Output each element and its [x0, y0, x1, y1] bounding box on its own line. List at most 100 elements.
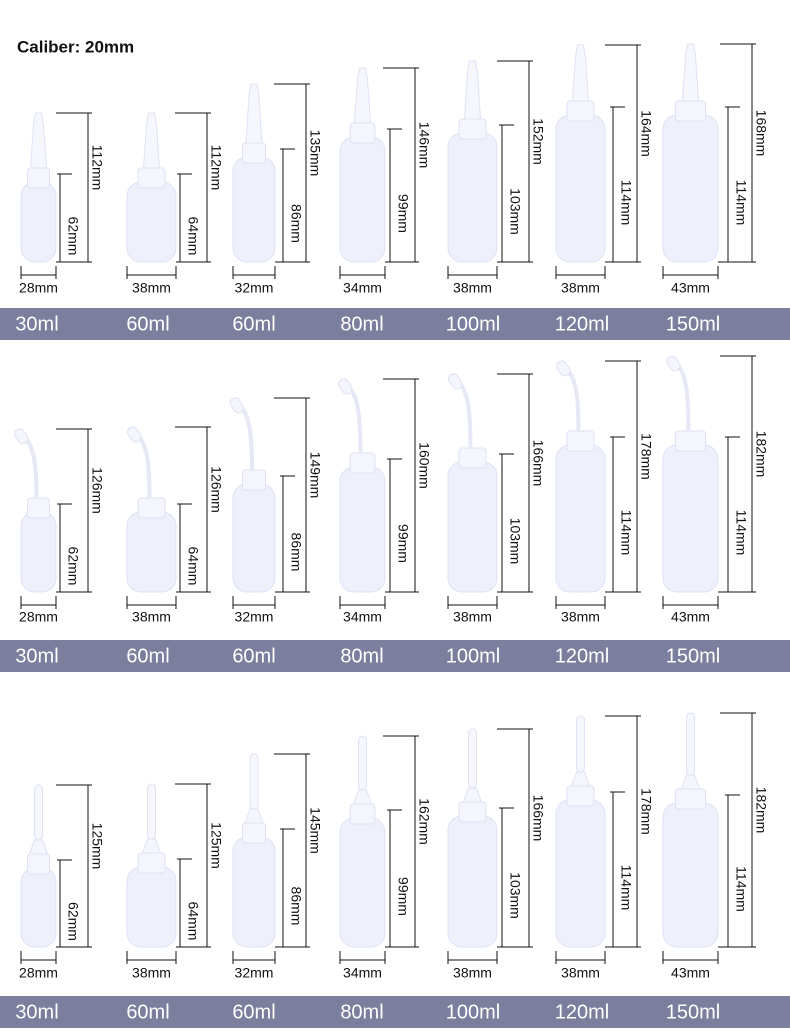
bottle-cap	[137, 852, 166, 874]
body-height: 86mm	[288, 204, 304, 243]
bottle-tube	[458, 382, 473, 449]
bottle-tube	[240, 406, 254, 471]
bottle-nozzle	[249, 753, 259, 810]
bottle-cap	[674, 788, 707, 810]
volume: 60ml	[126, 1001, 169, 1023]
bottle-width: 43mm	[671, 609, 710, 625]
total-height: 178mm	[638, 433, 654, 480]
body-height: 114mm	[618, 510, 634, 556]
bottle-body	[447, 815, 498, 948]
volume: 30ml	[15, 313, 58, 335]
volume: 60ml	[232, 313, 275, 335]
bottle-width: 28mm	[19, 965, 58, 981]
bottle-cap	[241, 469, 267, 491]
bottle-spout	[29, 112, 48, 169]
body-height: 103mm	[507, 872, 523, 919]
volume: 120ml	[555, 1001, 609, 1023]
total-height: 168mm	[753, 110, 769, 157]
bottle-cap	[566, 430, 595, 452]
bottle-cap	[674, 430, 707, 452]
bottle-cap	[458, 801, 487, 823]
bottle-body	[662, 802, 719, 948]
bottle-width: 38mm	[561, 965, 600, 981]
body-height: 62mm	[65, 902, 81, 941]
volume: 100ml	[446, 1001, 500, 1023]
volume-band	[0, 640, 790, 672]
total-height: 178mm	[638, 788, 654, 835]
bottle	[662, 43, 719, 263]
body-height: 62mm	[65, 217, 81, 256]
body-height: 114mm	[733, 180, 749, 226]
bottle-cap	[566, 100, 595, 122]
bottle-tip	[229, 397, 245, 414]
bottle-cap	[137, 167, 166, 189]
bottle	[232, 83, 276, 263]
bottle	[338, 378, 386, 593]
bottle-neck	[28, 839, 49, 855]
bottle	[447, 373, 498, 593]
bottle-cap	[566, 785, 595, 807]
bottle-tip	[338, 378, 353, 395]
bottle	[126, 783, 177, 948]
bottle-cap	[27, 167, 50, 189]
volume: 80ml	[340, 645, 383, 667]
bottle-width: 28mm	[19, 280, 58, 296]
bottle-spout	[571, 44, 590, 102]
volume: 30ml	[15, 1001, 58, 1023]
bottle-neck	[462, 787, 483, 803]
bottle-width: 28mm	[19, 609, 58, 625]
bottle-tip	[127, 426, 142, 443]
total-height: 112mm	[208, 145, 224, 191]
total-height: 125mm	[89, 823, 105, 870]
bottle-tube	[348, 387, 363, 454]
bottle-body	[447, 132, 498, 263]
total-height: 152mm	[530, 118, 546, 165]
bottle-width: 38mm	[561, 609, 600, 625]
bottle-body	[126, 181, 177, 263]
bottle-nozzle	[576, 715, 585, 773]
bottle-body	[555, 444, 606, 593]
bottle-body	[662, 114, 719, 263]
total-height: 160mm	[416, 442, 432, 489]
bottle-body	[20, 867, 57, 948]
bottle-body	[20, 511, 57, 593]
bottle	[447, 60, 498, 263]
bottle-cap	[349, 452, 376, 474]
bottle-nozzle	[34, 784, 43, 841]
bottle-spout	[463, 60, 482, 120]
bottle-cap	[349, 122, 376, 144]
bottle-body	[126, 511, 177, 593]
volume-band	[0, 996, 790, 1028]
bottle-cap	[241, 142, 267, 164]
bottle	[555, 360, 606, 593]
total-height: 146mm	[416, 122, 432, 169]
total-height: 135mm	[307, 130, 323, 177]
body-height: 99mm	[395, 877, 411, 916]
title: Caliber: 20mm	[17, 37, 134, 56]
bottle	[126, 112, 177, 263]
body-height: 86mm	[288, 533, 304, 572]
volume: 60ml	[232, 1001, 275, 1023]
bottle-cap	[27, 497, 50, 519]
bottle-neck	[680, 774, 701, 790]
bottle-cap	[137, 497, 166, 519]
bottle-width: 38mm	[453, 280, 492, 296]
body-height: 86mm	[288, 887, 304, 926]
volume: 150ml	[666, 1001, 720, 1023]
bottle-width: 38mm	[561, 280, 600, 296]
total-height: 164mm	[638, 110, 654, 157]
volume: 80ml	[340, 313, 383, 335]
bottle	[229, 397, 276, 593]
bottle-width: 38mm	[453, 609, 492, 625]
bottle-tip	[448, 373, 463, 390]
bottle	[339, 735, 386, 948]
total-height: 149mm	[307, 452, 323, 499]
body-height: 114mm	[733, 510, 749, 556]
total-height: 125mm	[208, 822, 224, 869]
volume-band	[0, 308, 790, 340]
bottle-tip	[666, 355, 681, 372]
bottle-body	[339, 466, 386, 593]
bottle-body	[447, 461, 498, 593]
total-height: 162mm	[416, 798, 432, 845]
